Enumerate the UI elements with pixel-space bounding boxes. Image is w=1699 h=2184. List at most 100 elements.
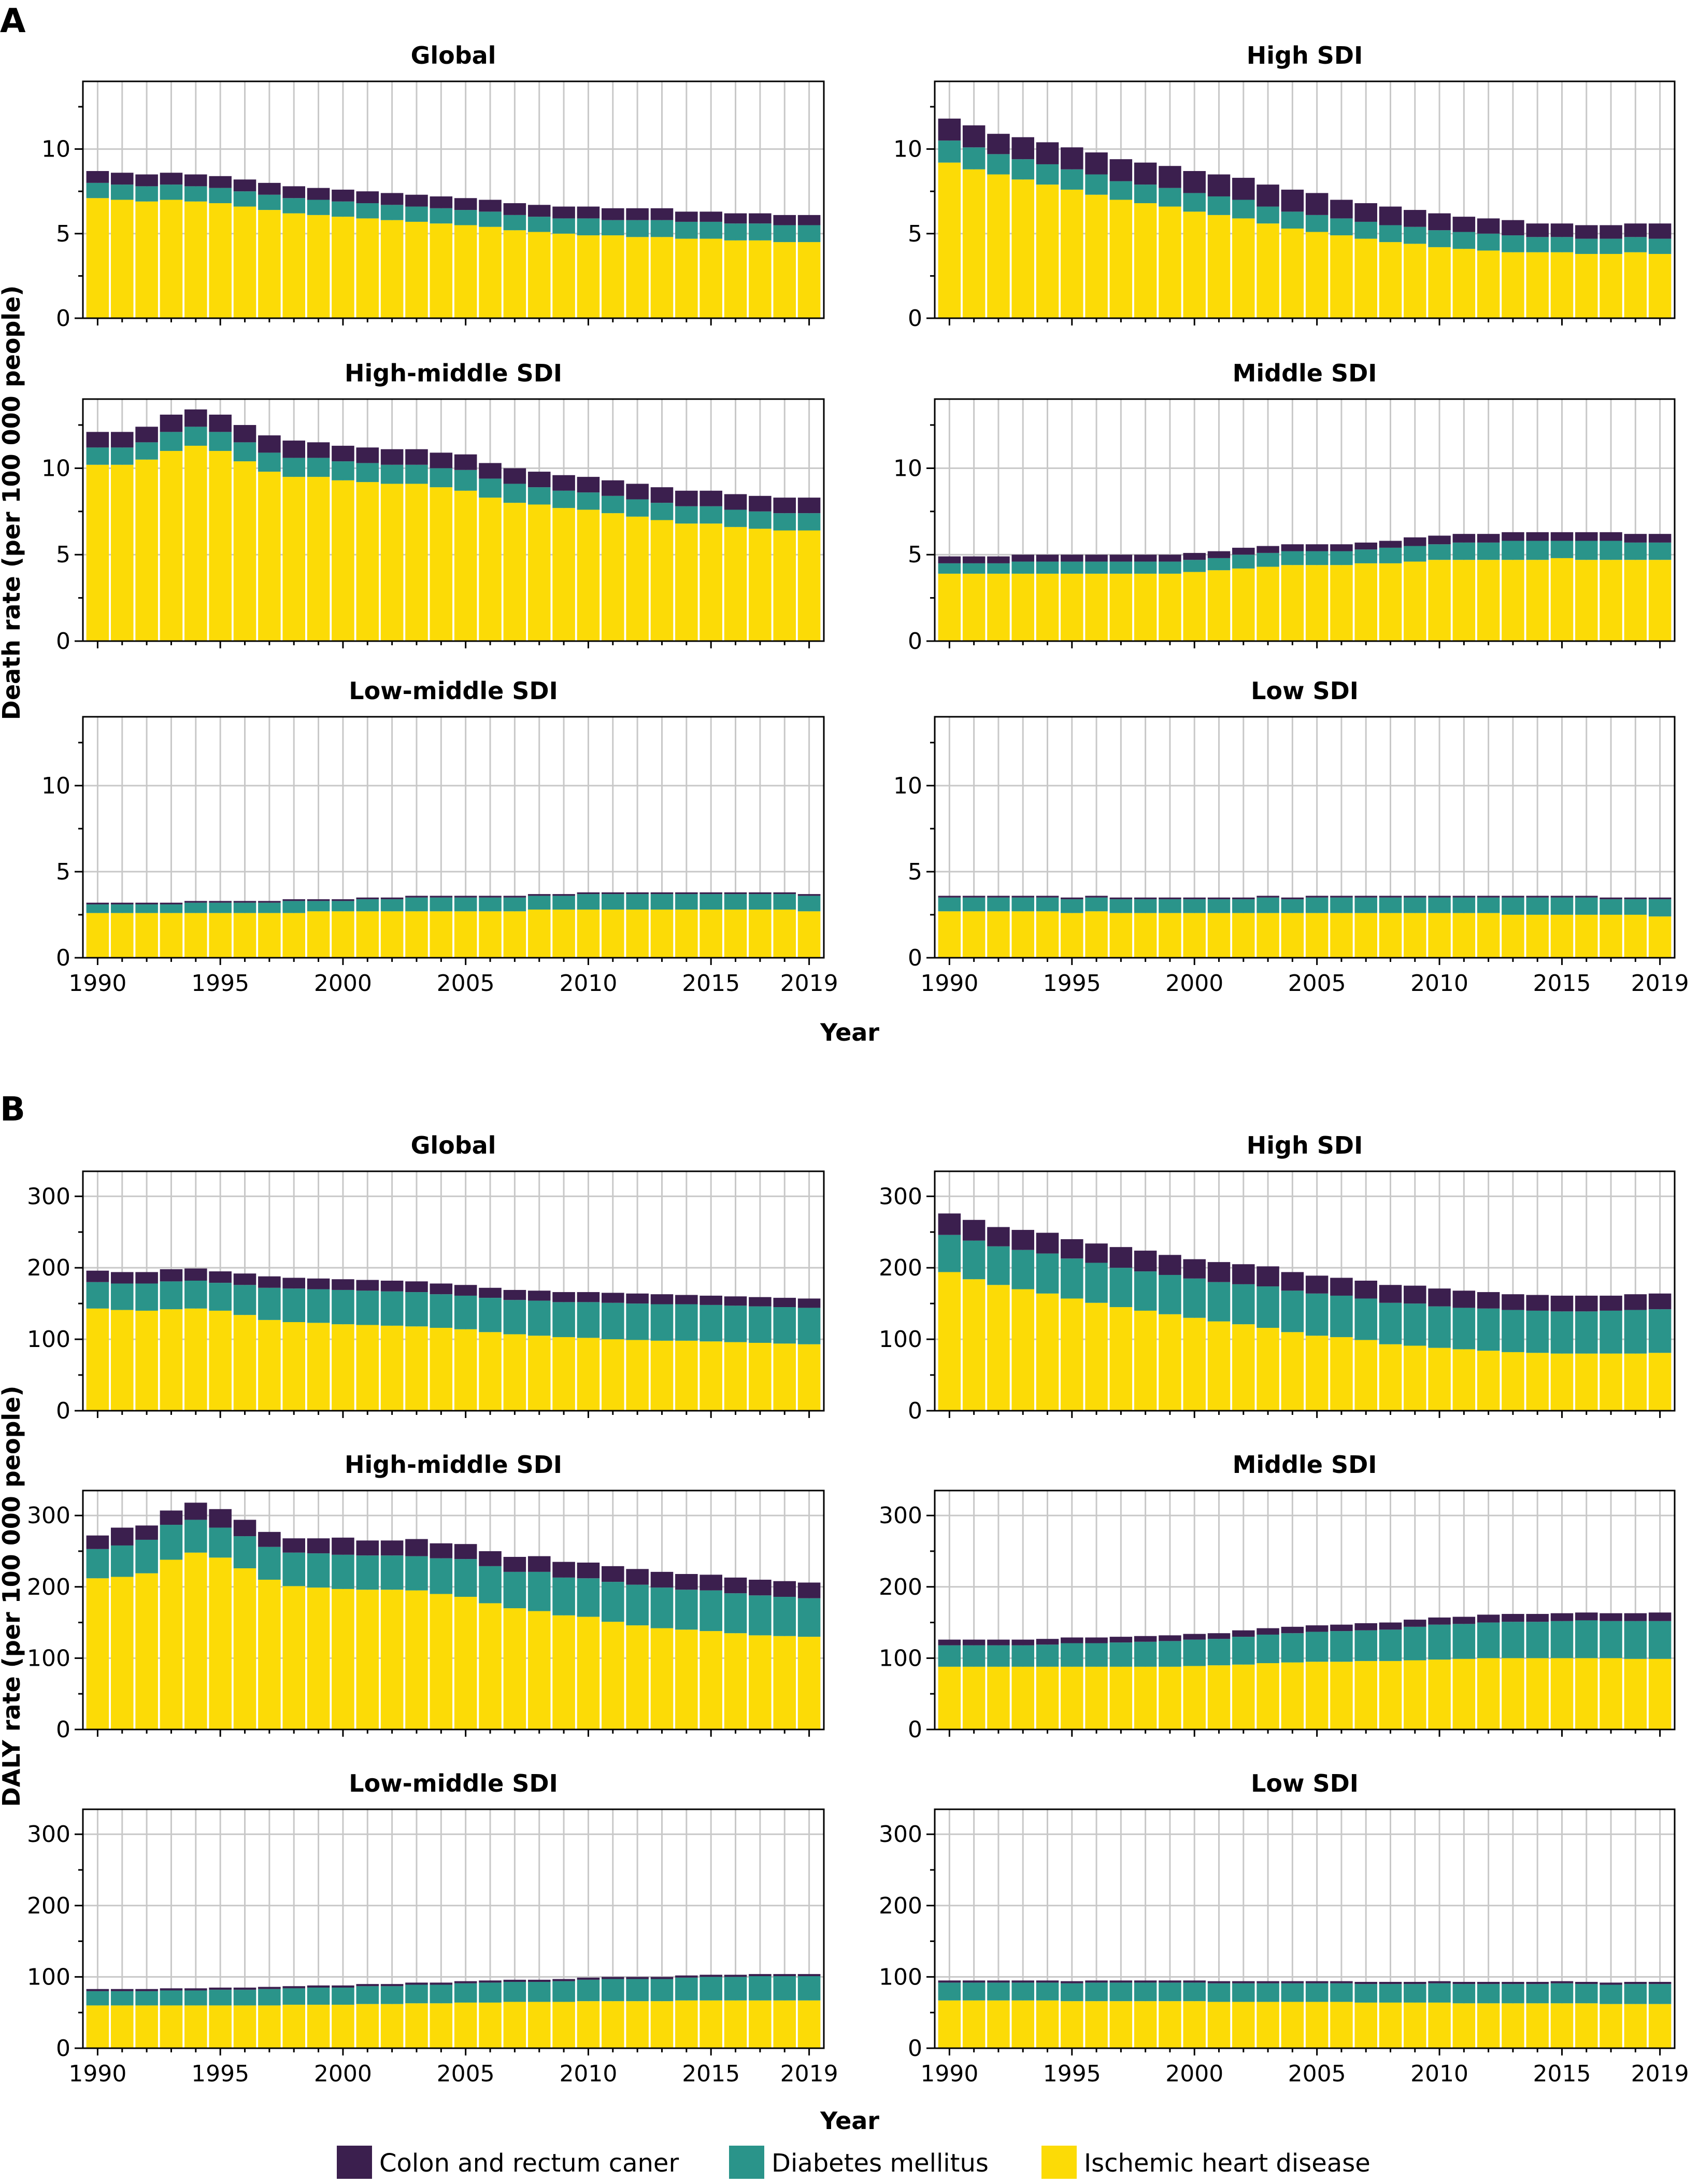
bar-ischemic-heart-disease-2000 [1183, 2001, 1206, 2048]
bar-ischemic-heart-disease-2008 [1379, 242, 1402, 318]
bar-diabetes-mellitus-2009 [1404, 1984, 1426, 2003]
bar-colon-and-rectum-caner-2010 [1428, 1981, 1451, 1983]
panel-b-low-middle-sdi-title: Low-middle SDI [349, 1769, 558, 1797]
bar-ischemic-heart-disease-1996 [1085, 194, 1108, 318]
bar-ischemic-heart-disease-1998 [282, 1322, 305, 1411]
bar-diabetes-mellitus-2014 [1526, 897, 1549, 915]
bar-diabetes-mellitus-2006 [479, 897, 502, 912]
bar-colon-and-rectum-caner-2002 [380, 1984, 404, 1987]
bar-ischemic-heart-disease-2019 [1648, 560, 1672, 641]
bar-ischemic-heart-disease-1995 [1061, 573, 1083, 641]
bar-diabetes-mellitus-2013 [650, 1304, 674, 1341]
bar-colon-and-rectum-caner-1999 [307, 188, 330, 200]
y-tick-label: 5 [908, 542, 922, 568]
bar-diabetes-mellitus-2001 [1207, 1983, 1231, 2002]
y-tick-label: 0 [56, 1398, 70, 1424]
x-tick-label: 2019 [1631, 970, 1689, 997]
bar-ischemic-heart-disease-1990 [938, 1666, 961, 1729]
bar-colon-and-rectum-caner-1993 [160, 173, 183, 185]
bar-diabetes-mellitus-2017 [1600, 541, 1622, 560]
y-tick-label: 5 [908, 221, 922, 247]
bar-colon-and-rectum-caner-2017 [749, 495, 772, 512]
bar-ischemic-heart-disease-2002 [1232, 2002, 1255, 2048]
bar-ischemic-heart-disease-2005 [1305, 232, 1329, 318]
bar-diabetes-mellitus-2008 [1379, 1984, 1402, 2003]
bar-colon-and-rectum-caner-1996 [233, 425, 256, 443]
bar-colon-and-rectum-caner-1991 [110, 1527, 134, 1545]
bar-colon-and-rectum-caner-2000 [1183, 1634, 1206, 1640]
bar-ischemic-heart-disease-2001 [356, 1590, 379, 1729]
bar-colon-and-rectum-caner-1999 [1159, 1980, 1181, 1983]
bar-diabetes-mellitus-2011 [602, 1302, 624, 1340]
bar-diabetes-mellitus-2014 [1526, 237, 1549, 252]
bar-colon-and-rectum-caner-2015 [699, 1575, 722, 1591]
bar-ischemic-heart-disease-1991 [962, 1666, 986, 1729]
bar-diabetes-mellitus-1992 [135, 186, 158, 202]
y-tick-label: 100 [27, 1645, 70, 1671]
bar-colon-and-rectum-caner-1991 [110, 173, 134, 185]
bar-diabetes-mellitus-1998 [282, 901, 305, 913]
bar-ischemic-heart-disease-1999 [1159, 206, 1181, 318]
bar-ischemic-heart-disease-2001 [1207, 913, 1231, 958]
panel-b-high-sdi-frame [934, 1170, 1676, 1412]
bar-ischemic-heart-disease-2008 [1379, 563, 1402, 641]
bar-diabetes-mellitus-1990 [938, 1982, 961, 2001]
y-tick-label: 10 [893, 136, 922, 163]
bar-colon-and-rectum-caner-1996 [1085, 896, 1108, 898]
bar-ischemic-heart-disease-1999 [1159, 2001, 1181, 2048]
x-tick-label: 2010 [559, 2061, 617, 2087]
bar-colon-and-rectum-caner-2001 [356, 1280, 379, 1291]
y-tick-label: 100 [27, 1964, 70, 1990]
bar-ischemic-heart-disease-1994 [184, 1308, 207, 1411]
bar-colon-and-rectum-caner-2002 [380, 193, 404, 205]
bar-diabetes-mellitus-2000 [1183, 1278, 1206, 1318]
bar-colon-and-rectum-caner-2001 [356, 1540, 379, 1556]
bar-colon-and-rectum-caner-2001 [356, 1984, 379, 1987]
bar-diabetes-mellitus-2016 [724, 1977, 747, 2001]
bar-ischemic-heart-disease-2011 [602, 910, 624, 958]
bar-diabetes-mellitus-1991 [962, 897, 986, 912]
bar-ischemic-heart-disease-2010 [1428, 913, 1451, 958]
bar-diabetes-mellitus-2007 [503, 897, 526, 912]
bar-colon-and-rectum-caner-1999 [307, 1538, 330, 1554]
y-tick-label: 100 [879, 1964, 922, 1990]
bar-colon-and-rectum-caner-2007 [503, 1289, 526, 1300]
panel-a-middle-sdi-title: Middle SDI [1233, 359, 1377, 387]
bar-diabetes-mellitus-2011 [602, 894, 624, 910]
bar-ischemic-heart-disease-1992 [135, 2005, 158, 2048]
bar-diabetes-mellitus-2000 [1183, 560, 1206, 572]
bar-ischemic-heart-disease-1993 [160, 451, 183, 641]
bar-colon-and-rectum-caner-2009 [552, 206, 575, 219]
bar-colon-and-rectum-caner-2018 [773, 498, 796, 514]
bar-ischemic-heart-disease-2008 [527, 504, 551, 641]
bar-ischemic-heart-disease-1992 [987, 174, 1010, 318]
bar-ischemic-heart-disease-1999 [307, 1323, 330, 1411]
bar-ischemic-heart-disease-2016 [724, 910, 747, 958]
bar-colon-and-rectum-caner-2003 [405, 194, 428, 207]
bar-ischemic-heart-disease-2015 [699, 238, 722, 318]
y-tick-label: 200 [27, 1574, 70, 1600]
bar-colon-and-rectum-caner-2002 [380, 449, 404, 465]
bar-diabetes-mellitus-2001 [356, 899, 379, 912]
bar-colon-and-rectum-caner-1992 [135, 1989, 158, 1991]
bar-ischemic-heart-disease-2009 [552, 1337, 575, 1411]
bar-diabetes-mellitus-1991 [962, 1240, 986, 1280]
bar-diabetes-mellitus-1999 [1159, 1982, 1181, 2002]
bar-diabetes-mellitus-1996 [1085, 174, 1108, 195]
bar-colon-and-rectum-caner-1993 [160, 1269, 183, 1282]
bar-ischemic-heart-disease-2005 [1305, 2002, 1329, 2048]
bar-colon-and-rectum-caner-2019 [1648, 1612, 1672, 1621]
bar-ischemic-heart-disease-2007 [1354, 1340, 1377, 1411]
bar-ischemic-heart-disease-2015 [1550, 914, 1574, 958]
bar-colon-and-rectum-caner-2006 [1330, 1981, 1353, 1983]
bar-diabetes-mellitus-2000 [332, 201, 354, 217]
bar-diabetes-mellitus-2006 [479, 1566, 502, 1604]
bar-diabetes-mellitus-2011 [1452, 1624, 1476, 1659]
y-tick-label: 100 [879, 1326, 922, 1353]
bar-diabetes-mellitus-2009 [552, 896, 575, 910]
bar-ischemic-heart-disease-1993 [160, 1559, 183, 1729]
bar-ischemic-heart-disease-2006 [479, 1603, 502, 1729]
bar-colon-and-rectum-caner-1994 [184, 1502, 207, 1520]
x-tick-label: 2000 [1165, 970, 1223, 997]
bar-colon-and-rectum-caner-2003 [1257, 546, 1279, 553]
